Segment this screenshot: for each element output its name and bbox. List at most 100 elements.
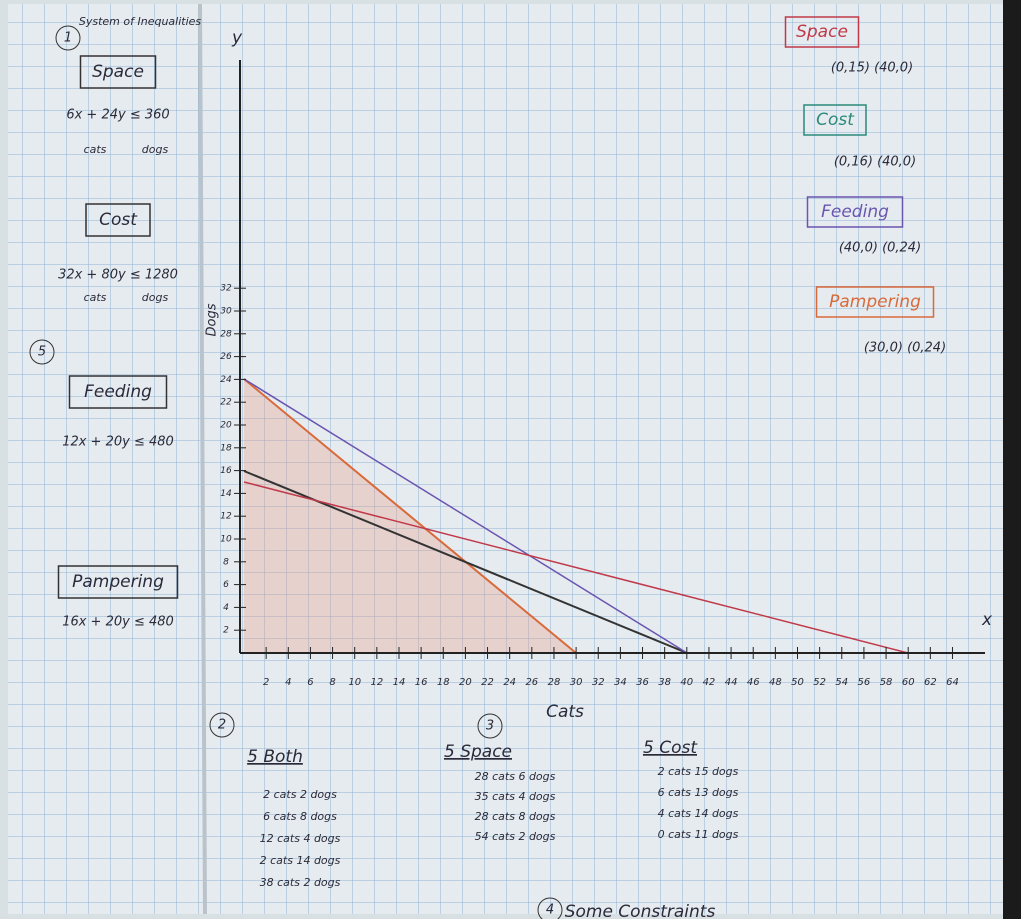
number-circle [537,897,563,919]
solution-row: 54 cats 2 dogs [475,830,556,843]
section-heading: Space [92,62,144,82]
x-tick-label: 52 [813,677,826,688]
y-tick-label: 2 [223,626,229,636]
x-tick-label: 58 [880,677,893,688]
x-tick-label: 32 [592,677,605,688]
intercept-points: (0,16) (40,0) [834,155,916,170]
solution-row: 6 cats 8 dogs [263,810,337,823]
y-tick-label: 18 [220,443,232,453]
x-tick-label: 12 [370,677,383,688]
solution-row: 2 cats 15 dogs [658,765,739,778]
x-tick-label: 22 [481,677,494,688]
inequality: 6x + 24y ≤ 360 [66,108,169,123]
pampering-line [243,378,577,654]
page-fold [198,3,207,915]
solution-row: 12 cats 4 dogs [260,832,341,845]
variable-label: cats [84,143,107,156]
x-tick-label: 34 [614,677,627,688]
variable-label: dogs [142,143,169,156]
y-tick-label: 12 [220,512,232,522]
intercept-heading: Feeding [821,202,889,222]
x-tick-label: 40 [680,677,693,688]
x-tick-label: 28 [548,677,561,688]
x-tick-label: 60 [902,677,915,688]
x-tick-label: 36 [636,677,649,688]
y-tick-label: 10 [220,535,232,545]
y-tick-label: 8 [223,557,229,567]
heading-box [57,565,179,599]
intercept-heading: Pampering [829,292,921,312]
section-heading: Cost [99,210,138,230]
variable-label: dogs [142,291,169,304]
variable-label: cats [84,291,107,304]
footer-text: Some Constraints [565,902,716,919]
x-tick-label: 30 [570,677,583,688]
section-heading: Feeding [84,382,152,402]
x-tick-label: 2 [263,677,269,688]
inequality: 16x + 20y ≤ 480 [62,615,174,630]
x-tick-label: 18 [437,677,450,688]
edge [1003,0,1021,919]
y-tick-label: 22 [220,398,232,408]
x-tick-label: 24 [503,677,516,688]
heading-box [85,203,151,237]
x-tick-label: 48 [769,677,782,688]
x-tick-label: 16 [415,677,428,688]
number-circle [55,25,81,51]
x-tick-label: 14 [393,677,406,688]
heading-box [68,375,168,409]
y-tick-label: 4 [223,603,229,613]
x-axis-label: Cats [546,702,584,722]
x-tick-label: 20 [459,677,472,688]
heading-box [79,55,157,89]
x-tick-label: 6 [307,677,313,688]
heading-box [815,286,935,318]
x-tick-label: 62 [924,677,937,688]
number-circle [29,339,55,365]
grid-paper [8,4,1003,914]
number-circle [209,712,235,738]
x-tick-label: 64 [946,677,959,688]
x-axis-letter: x [981,610,993,630]
inequality: 32x + 80y ≤ 1280 [58,268,178,283]
solution-heading: 5 Both [247,747,303,767]
x-tick-label: 56 [858,677,871,688]
solution-row: 4 cats 14 dogs [658,807,739,820]
solution-row: 28 cats 6 dogs [475,770,556,783]
number-circle [477,713,503,739]
solution-row: 0 cats 11 dogs [658,828,739,841]
inequality: 12x + 20y ≤ 480 [62,435,174,450]
y-tick-label: 6 [223,580,229,590]
y-tick-label: 24 [220,375,232,385]
solution-number: 3 [486,719,494,734]
solution-row: 35 cats 4 dogs [475,790,556,803]
solution-row: 2 cats 14 dogs [260,854,341,867]
x-tick-label: 46 [747,677,760,688]
intercept-points: (40,0) (0,24) [839,241,921,256]
solution-heading: 5 Space [444,742,512,762]
notes-title: System of Inequalities [79,15,202,28]
footer-number: 4 [546,903,554,918]
solution-number: 2 [218,718,226,733]
y-tick-label: 16 [220,466,232,476]
x-tick-label: 4 [285,677,291,688]
y-axis-letter: y [231,28,243,48]
x-tick-label: 8 [329,677,335,688]
x-tick-label: 50 [791,677,804,688]
note-number: 1 [64,31,72,46]
solution-row: 38 cats 2 dogs [260,876,341,889]
heading-box [806,196,904,228]
y-tick-label: 30 [220,307,232,317]
y-tick-label: 14 [220,489,232,499]
y-axis-label: Dogs [205,303,220,336]
solution-row: 28 cats 8 dogs [475,810,556,823]
intercept-heading: Space [796,22,848,42]
x-tick-label: 44 [725,677,738,688]
x-tick-label: 10 [348,677,361,688]
y-tick-label: 32 [220,284,232,294]
heading-box [803,104,867,136]
section-heading: Pampering [72,572,164,592]
x-tick-label: 54 [835,677,848,688]
